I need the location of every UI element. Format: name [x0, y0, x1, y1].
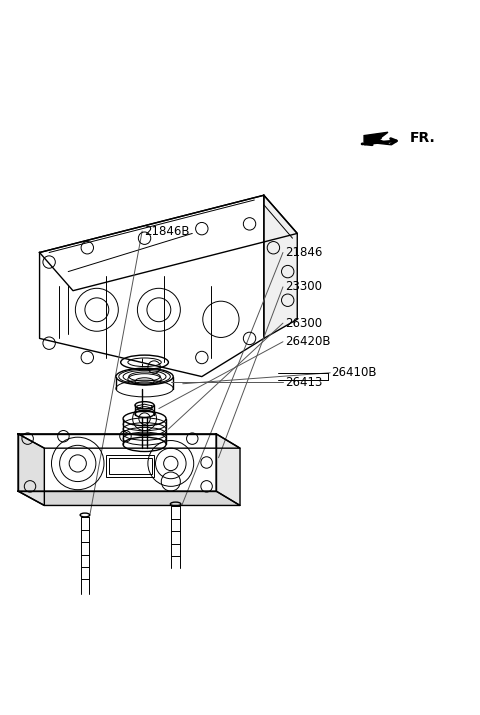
Polygon shape [18, 434, 240, 448]
Text: FR.: FR. [409, 131, 435, 145]
Polygon shape [216, 434, 240, 506]
Polygon shape [39, 195, 297, 291]
Polygon shape [39, 195, 264, 377]
Bar [109, 458, 152, 475]
Polygon shape [18, 434, 44, 506]
Text: 26410B: 26410B [331, 366, 376, 379]
Polygon shape [364, 132, 390, 144]
Polygon shape [18, 434, 216, 491]
Text: 21846: 21846 [285, 246, 323, 259]
Text: 21846B: 21846B [144, 225, 190, 237]
Bar [107, 455, 154, 477]
Polygon shape [18, 491, 240, 506]
Text: 26420B: 26420B [285, 335, 331, 348]
Text: 26300: 26300 [285, 317, 323, 330]
Text: 23300: 23300 [285, 280, 323, 293]
Polygon shape [264, 195, 297, 338]
Text: 26413: 26413 [285, 376, 323, 389]
